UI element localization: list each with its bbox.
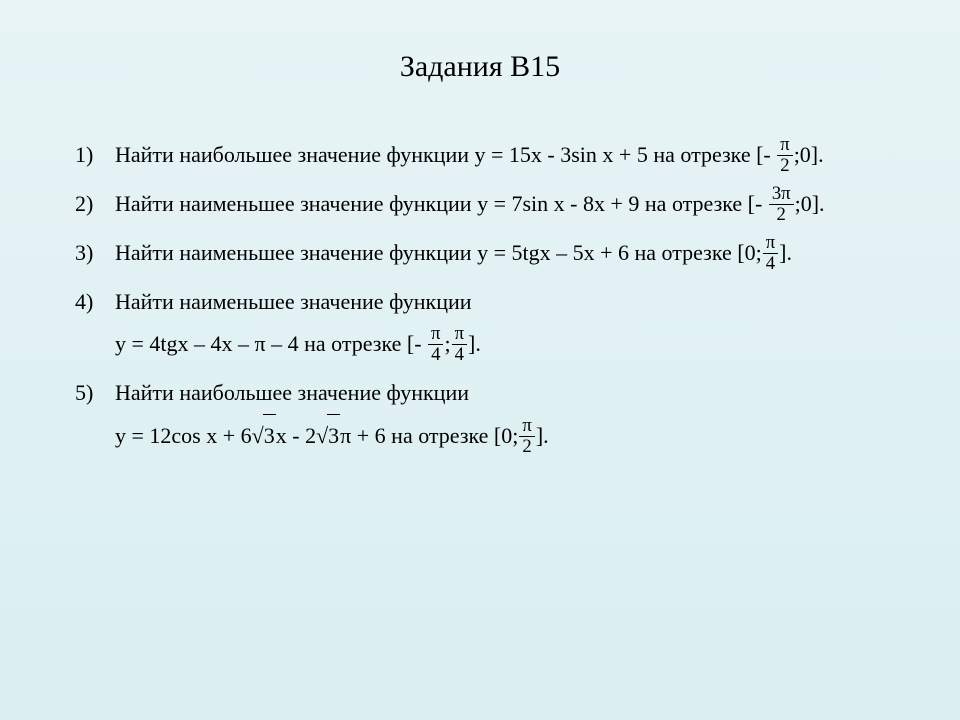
sqrt: 3 — [252, 414, 276, 457]
fraction-numerator: π — [763, 233, 778, 254]
item-number: 4) — [75, 281, 115, 323]
item-body: Найти наименьшее значение функции y = 4t… — [115, 281, 885, 366]
item-text: x + 5 на отрезке [- — [597, 142, 776, 167]
fraction-denominator: 4 — [428, 345, 443, 365]
slide-container: Задания В15 1) Найти наибольшее значение… — [0, 0, 960, 504]
fraction: 3π2 — [769, 184, 794, 224]
item-text: x - 8x + 9 на отрезке [- — [548, 191, 768, 216]
fraction-numerator: π — [777, 135, 792, 156]
fraction: π2 — [777, 135, 792, 175]
fraction-numerator: π — [452, 324, 467, 345]
list-item: 3) Найти наименьшее значение функции y =… — [75, 232, 885, 275]
item-number: 2) — [75, 183, 115, 225]
item-text: ;0]. — [794, 142, 824, 167]
problem-list: 1) Найти наибольшее значение функции y =… — [75, 134, 885, 458]
radicand: 3 — [327, 414, 340, 457]
item-text: Найти наименьшее значение функции — [115, 281, 885, 323]
item-text: x + 6 — [201, 423, 252, 448]
item-body: Найти наибольшее значение функции y = 15… — [115, 134, 885, 177]
fraction-denominator: 4 — [452, 345, 467, 365]
item-text: π + 6 на отрезке [0; — [340, 423, 518, 448]
item-text: Найти наибольшее значение функции y = 15… — [115, 142, 571, 167]
item-text: ; — [444, 331, 450, 356]
fraction-denominator: 2 — [777, 156, 792, 176]
fraction-numerator: 3π — [769, 184, 794, 205]
trig-symbol: cos — [171, 423, 200, 448]
trig-symbol: sin — [571, 142, 597, 167]
fraction-denominator: 4 — [763, 254, 778, 274]
item-text: ]. — [468, 331, 481, 356]
item-text: y = 4tgx – 4x – π – 4 на отрезке [- — [115, 331, 427, 356]
trig-symbol: sin — [522, 191, 548, 216]
item-body: Найти наименьшее значение функции y = 7s… — [115, 183, 885, 226]
page-title: Задания В15 — [75, 50, 885, 84]
radicand: 3 — [263, 414, 276, 457]
fraction-numerator: π — [428, 324, 443, 345]
item-number: 5) — [75, 372, 115, 414]
list-item: 1) Найти наибольшее значение функции y =… — [75, 134, 885, 177]
sqrt: 3 — [316, 414, 340, 457]
item-text: Найти наименьшее значение функции y = 5t… — [115, 240, 762, 265]
fraction-denominator: 2 — [519, 437, 534, 457]
item-text: ]. — [779, 240, 792, 265]
item-body: Найти наибольшее значение функции y = 12… — [115, 372, 885, 458]
item-text: Найти наибольшее значение функции — [115, 372, 885, 414]
fraction: π4 — [763, 233, 778, 273]
item-text: x - 2 — [276, 423, 316, 448]
item-text: y = 12cos x + 63x - 23π + 6 на отрезке [… — [115, 414, 885, 458]
item-number: 1) — [75, 134, 115, 176]
list-item: 2) Найти наименьшее значение функции y =… — [75, 183, 885, 226]
list-item: 5) Найти наибольшее значение функции y =… — [75, 372, 885, 458]
fraction-denominator: 2 — [769, 205, 794, 225]
item-body: Найти наименьшее значение функции y = 5t… — [115, 232, 885, 275]
item-text: y = 4tgx – 4x – π – 4 на отрезке [- π4;π… — [115, 323, 885, 366]
fraction: π4 — [452, 324, 467, 364]
fraction: π2 — [519, 416, 534, 456]
item-text: y = 12 — [115, 423, 171, 448]
item-text: ]. — [536, 423, 549, 448]
item-text: Найти наименьшее значение функции y = 7 — [115, 191, 522, 216]
fraction: π4 — [428, 324, 443, 364]
list-item: 4) Найти наименьшее значение функции y =… — [75, 281, 885, 366]
item-number: 3) — [75, 232, 115, 274]
fraction-numerator: π — [519, 416, 534, 437]
item-text: ;0]. — [795, 191, 825, 216]
